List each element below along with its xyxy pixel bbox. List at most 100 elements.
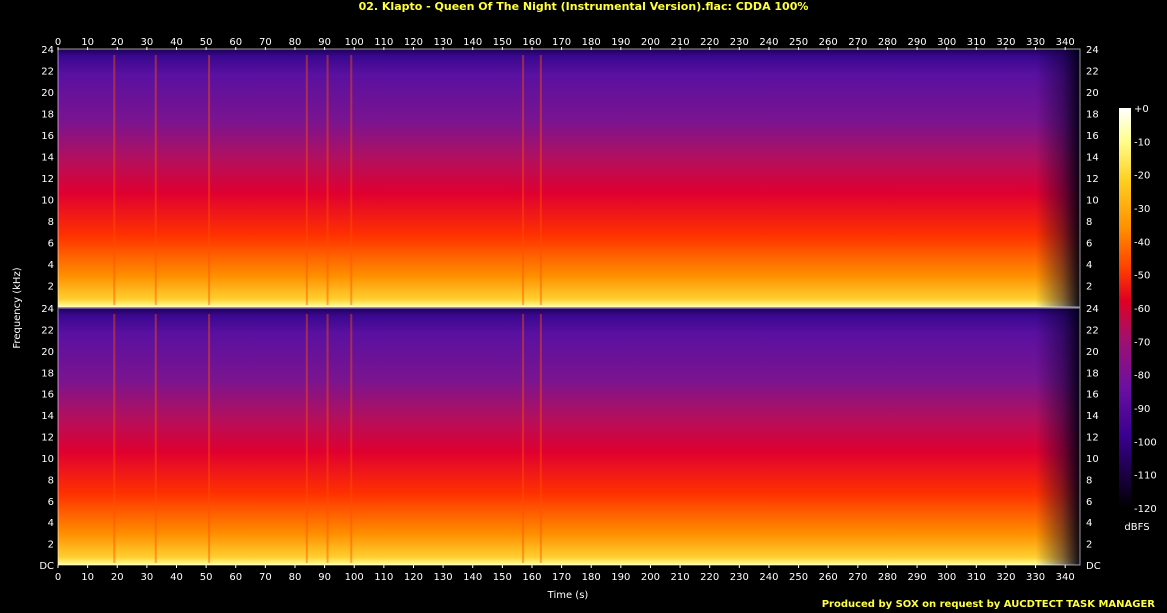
x-tick-bottom: 20 <box>111 572 124 583</box>
x-tick-top: 100 <box>345 37 364 48</box>
y-tick-left: 24 <box>41 304 54 315</box>
x-tick-bottom: 120 <box>404 572 423 583</box>
y-tick-left: 14 <box>41 153 54 164</box>
colorbar-tick: -60 <box>1134 304 1150 315</box>
y-tick-left: 2 <box>48 540 54 551</box>
x-tick-bottom: 320 <box>996 572 1015 583</box>
y-tick-right: 4 <box>1086 260 1092 271</box>
x-tick-bottom: 60 <box>229 572 242 583</box>
x-tick-bottom: 270 <box>848 572 867 583</box>
x-tick-bottom: 80 <box>289 572 302 583</box>
y-tick-left: 18 <box>41 110 54 121</box>
x-tick-top: 0 <box>55 37 61 48</box>
x-tick-top: 260 <box>819 37 838 48</box>
x-tick-top: 290 <box>908 37 927 48</box>
y-tick-right: 2 <box>1086 540 1092 551</box>
x-tick-bottom: 210 <box>671 572 690 583</box>
y-tick-right: 16 <box>1086 390 1099 401</box>
x-tick-bottom: 150 <box>493 572 512 583</box>
x-tick-bottom: 40 <box>170 572 183 583</box>
x-tick-bottom: 260 <box>819 572 838 583</box>
x-tick-bottom: 160 <box>522 572 541 583</box>
y-tick-right: 22 <box>1086 67 1099 78</box>
colorbar-tick: +0 <box>1134 104 1149 115</box>
y-tick-left: 24 <box>41 45 54 56</box>
chart-title: 02. Klapto - Queen Of The Night (Instrum… <box>358 0 809 13</box>
x-tick-top: 120 <box>404 37 423 48</box>
y-tick-right: 8 <box>1086 475 1092 486</box>
x-tick-bottom: 130 <box>434 572 453 583</box>
x-tick-bottom: 0 <box>55 572 61 583</box>
y-tick-right: 18 <box>1086 368 1099 379</box>
y-tick-left: 10 <box>41 196 54 207</box>
y-tick-left: 2 <box>48 282 54 293</box>
colorbar-tick: -50 <box>1134 271 1150 282</box>
y-tick-left: 12 <box>41 433 54 444</box>
x-tick-top: 270 <box>848 37 867 48</box>
y-tick-left: 8 <box>48 475 54 486</box>
x-tick-bottom: 240 <box>759 572 778 583</box>
x-tick-top: 80 <box>289 37 302 48</box>
colorbar-tick: -110 <box>1134 471 1157 482</box>
y-tick-left: 20 <box>41 347 54 358</box>
channel-panel-2 <box>57 307 1081 566</box>
y-tick-right: 10 <box>1086 454 1099 465</box>
y-tick-left: 4 <box>48 518 54 529</box>
x-tick-top: 20 <box>111 37 124 48</box>
y-tick-right: 12 <box>1086 174 1099 185</box>
x-tick-top: 130 <box>434 37 453 48</box>
x-tick-top: 90 <box>318 37 331 48</box>
x-tick-bottom: 30 <box>141 572 154 583</box>
y-tick-right: 16 <box>1086 131 1099 142</box>
y-tick-left: 12 <box>41 174 54 185</box>
colorbar-tick: -10 <box>1134 137 1150 148</box>
x-tick-top: 300 <box>937 37 956 48</box>
x-tick-top: 30 <box>141 37 154 48</box>
y-tick-left: 20 <box>41 88 54 99</box>
y-tick-left: 8 <box>48 217 54 228</box>
y-axis-label: Frequency (kHz) <box>12 267 23 348</box>
x-tick-bottom: 110 <box>374 572 393 583</box>
y-tick-right: 22 <box>1086 325 1099 336</box>
x-tick-top: 200 <box>641 37 660 48</box>
y-tick-left: 16 <box>41 390 54 401</box>
y-tick-left: 10 <box>41 454 54 465</box>
x-tick-top: 150 <box>493 37 512 48</box>
x-tick-bottom: 200 <box>641 572 660 583</box>
x-tick-top: 60 <box>229 37 242 48</box>
x-tick-top: 180 <box>582 37 601 48</box>
x-tick-top: 10 <box>81 37 94 48</box>
x-tick-bottom: 330 <box>1026 572 1045 583</box>
y-tick-right: 20 <box>1086 347 1099 358</box>
y-tick-left: 4 <box>48 260 54 271</box>
y-tick-right: 14 <box>1086 411 1099 422</box>
x-tick-bottom: 70 <box>259 572 272 583</box>
x-tick-top: 70 <box>259 37 272 48</box>
y-tick-right: 4 <box>1086 518 1092 529</box>
x-tick-top: 140 <box>463 37 482 48</box>
x-tick-bottom: 290 <box>908 572 927 583</box>
x-tick-bottom: 280 <box>878 572 897 583</box>
y-tick-right: 10 <box>1086 196 1099 207</box>
x-tick-bottom: 170 <box>552 572 571 583</box>
x-tick-top: 250 <box>789 37 808 48</box>
y-tick-right: 6 <box>1086 239 1092 250</box>
x-tick-top: 240 <box>759 37 778 48</box>
x-tick-top: 320 <box>996 37 1015 48</box>
x-tick-bottom: 250 <box>789 572 808 583</box>
colorbar-tick: -30 <box>1134 204 1150 215</box>
x-tick-bottom: 180 <box>582 572 601 583</box>
x-tick-top: 170 <box>552 37 571 48</box>
x-tick-bottom: 190 <box>611 572 630 583</box>
x-tick-bottom: 10 <box>81 572 94 583</box>
colorbar-tick: -40 <box>1134 237 1150 248</box>
y-tick-left: 16 <box>41 131 54 142</box>
y-tick-right: 14 <box>1086 153 1099 164</box>
colorbar-label: dBFS <box>1124 522 1149 533</box>
x-tick-top: 110 <box>374 37 393 48</box>
y-tick-left: DC <box>39 561 54 572</box>
colorbar-tick: -90 <box>1134 404 1150 415</box>
x-axis-label: Time (s) <box>547 590 589 601</box>
x-tick-bottom: 300 <box>937 572 956 583</box>
